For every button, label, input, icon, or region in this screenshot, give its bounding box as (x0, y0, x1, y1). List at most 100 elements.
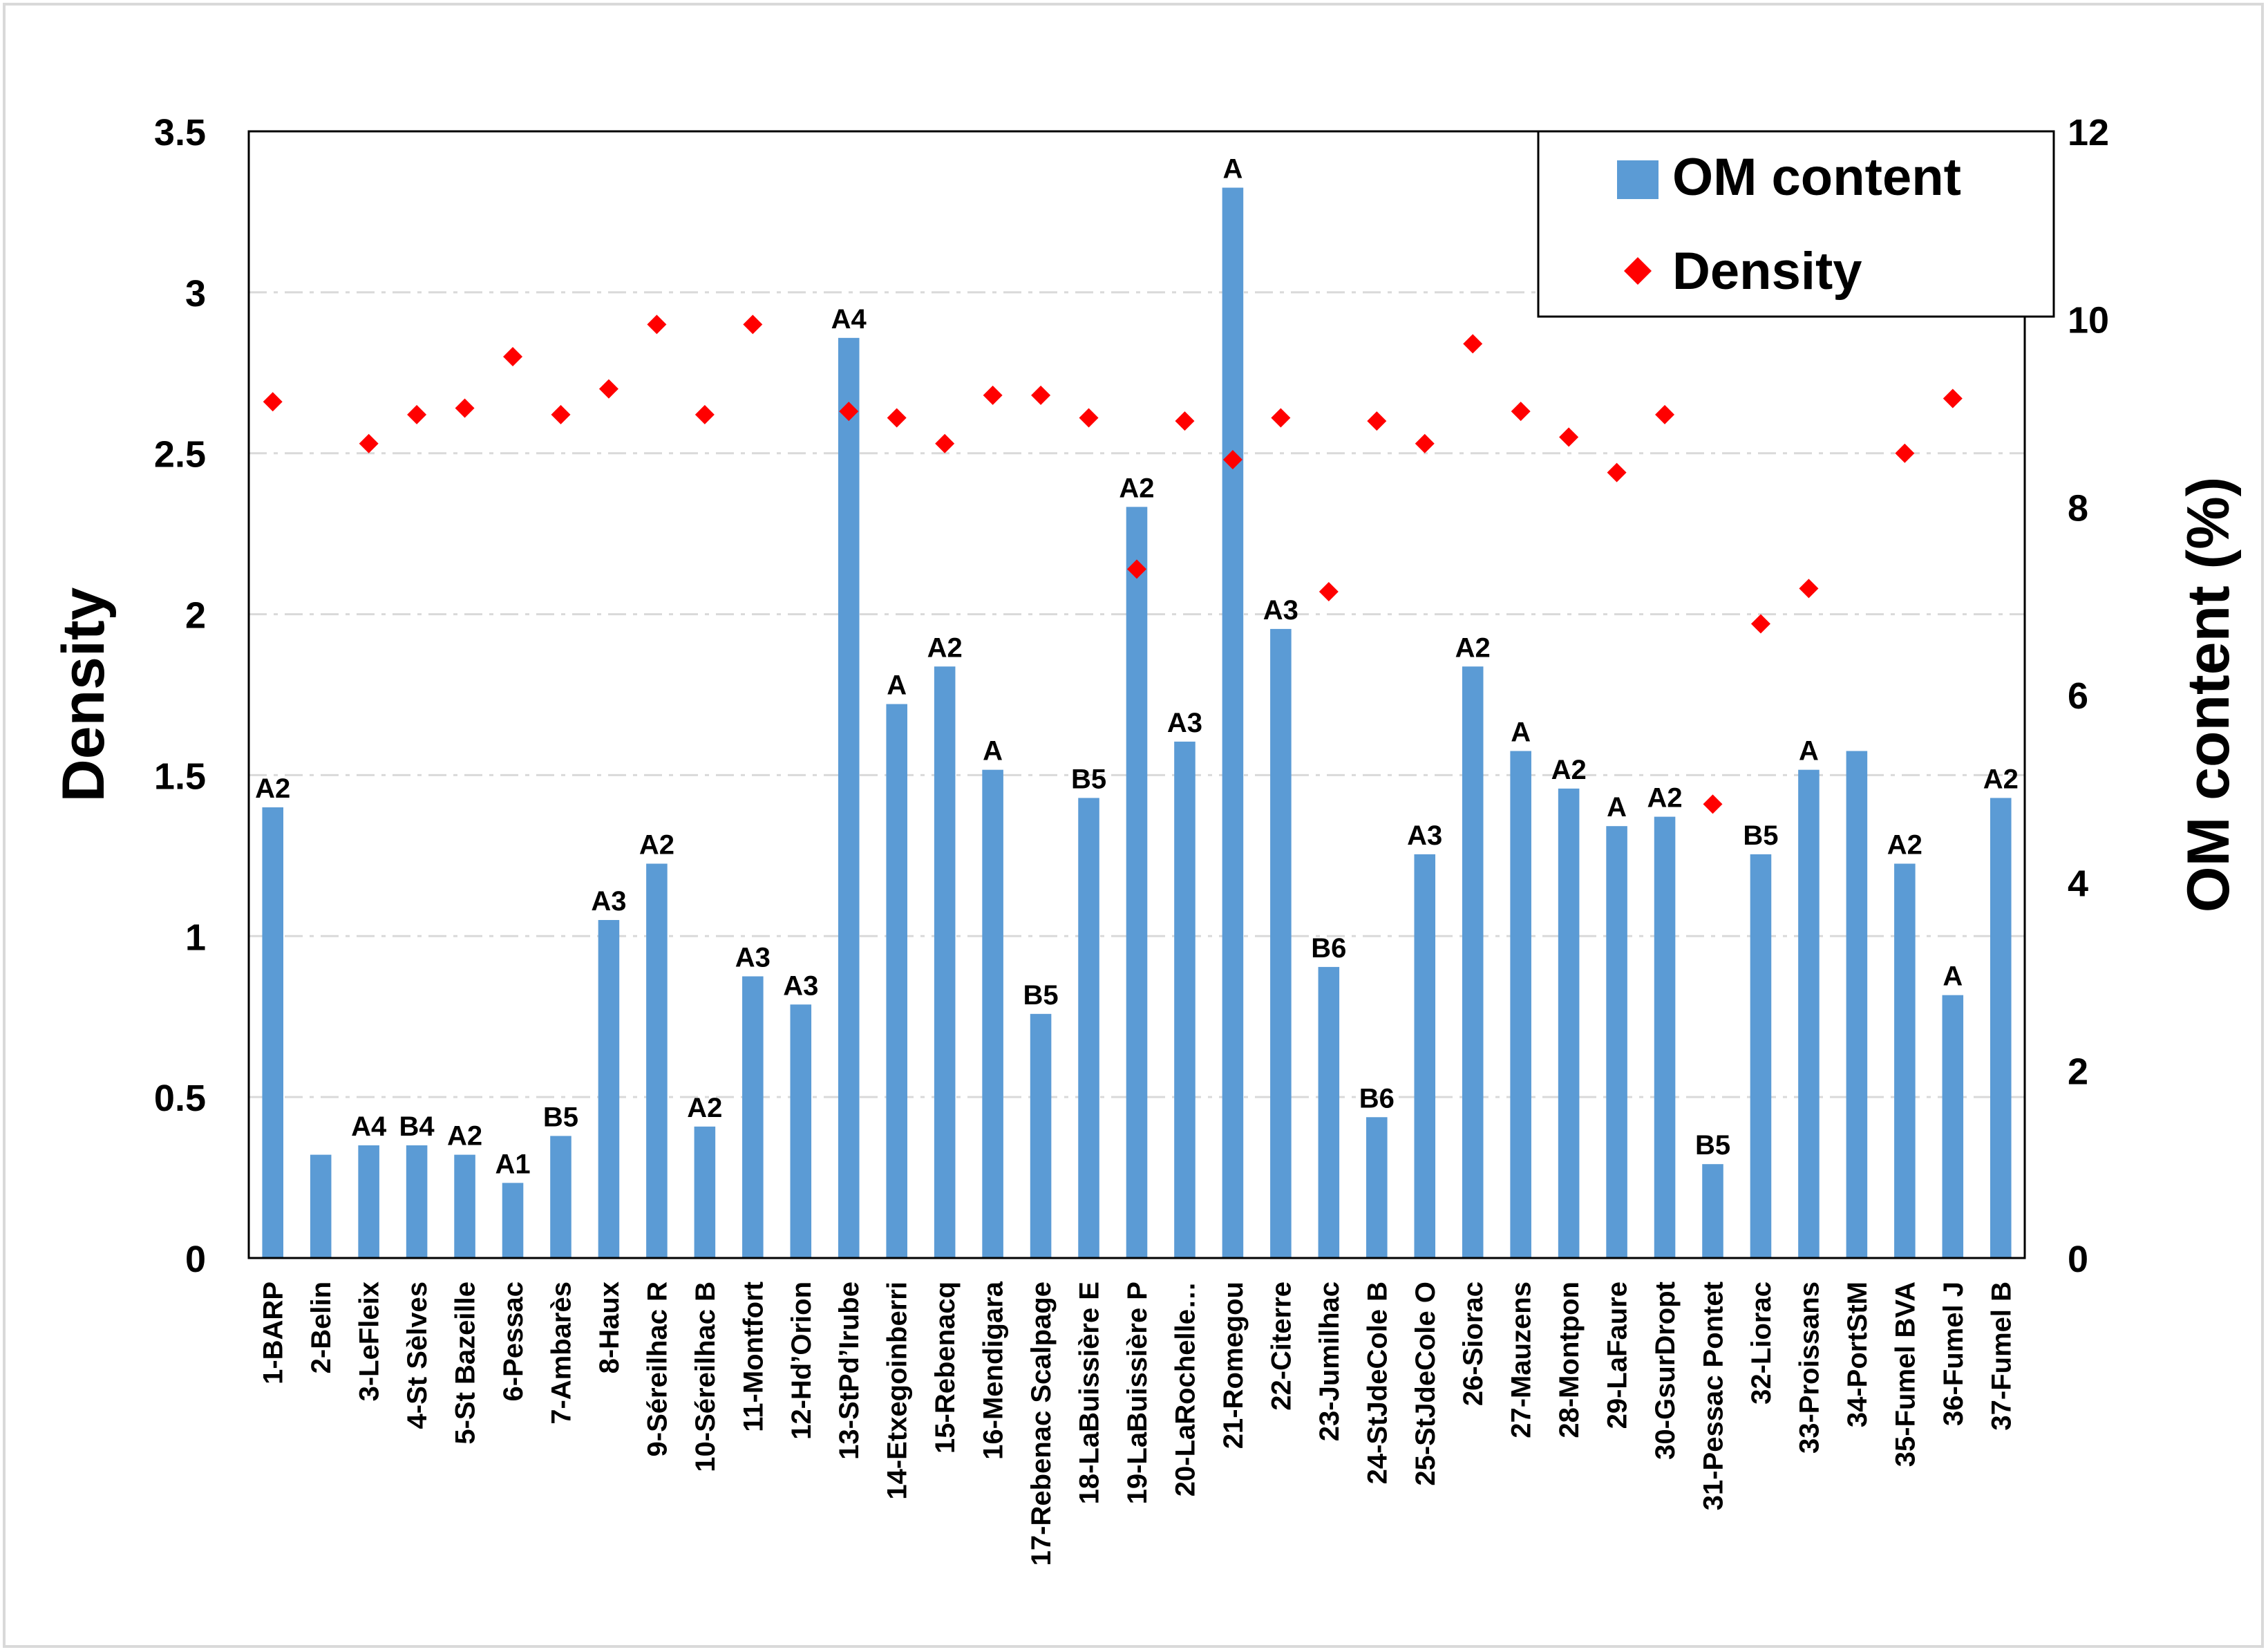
om-bar (310, 1154, 332, 1258)
category-label: 17-Rebenac Scalpage (1026, 1282, 1057, 1566)
legend-om-label: OM content (1672, 148, 1961, 207)
left-axis-ticks: 0 0.5 1 1.5 2 2.5 3 3.5 (154, 112, 206, 1280)
legend: OM content Density (1537, 130, 2055, 318)
om-bar (742, 976, 764, 1258)
bar-data-label: A1 (495, 1149, 530, 1179)
bar-data-label: A2 (255, 773, 290, 804)
bar-data-label: A (1799, 736, 1819, 767)
category-label: 5-St Bazeille (451, 1282, 481, 1445)
bar-data-label: A3 (1407, 820, 1442, 851)
bar-data-label: A2 (1647, 783, 1682, 814)
category-label: 18-LaBuissière E (1075, 1282, 1105, 1504)
category-label: 32-Liorac (1746, 1282, 1777, 1405)
om-bar (1606, 826, 1627, 1258)
density-point (839, 402, 859, 422)
category-label: 25-StJdeCole O (1410, 1282, 1441, 1486)
density-point (694, 404, 715, 424)
bar-data-label: A2 (1887, 830, 1922, 861)
bar-data-label: A (1222, 154, 1242, 185)
om-bar (1798, 769, 1820, 1258)
density-point (551, 404, 571, 424)
category-label: 6-Pessac (498, 1282, 529, 1401)
density-point (743, 315, 763, 335)
density-point (503, 347, 523, 366)
density-point (887, 408, 907, 428)
om-bar (982, 769, 1003, 1258)
left-tick-label: 3.5 (154, 112, 206, 153)
density-point (1079, 408, 1099, 428)
right-tick-label: 0 (2068, 1239, 2088, 1280)
bar-data-label: B5 (1023, 980, 1059, 1011)
category-label: 16-Mendigara (979, 1281, 1009, 1460)
density-point (1127, 559, 1146, 579)
density-points (263, 315, 1963, 814)
density-point (1511, 402, 1531, 422)
bar-data-label: A3 (1263, 595, 1298, 626)
category-label: 9-Séreilhac R (642, 1282, 672, 1457)
density-point (1222, 450, 1242, 470)
category-label: 23-Jumilhac (1314, 1282, 1345, 1441)
bar-data-label: B5 (1695, 1130, 1730, 1161)
category-label: 12-Hd’Orion (786, 1282, 817, 1440)
bar-data-label: A3 (783, 970, 818, 1001)
om-bar (1558, 788, 1580, 1258)
category-label: 30-GsurDropt (1650, 1282, 1681, 1460)
om-bar (262, 807, 284, 1258)
bar-data-label: A2 (1551, 755, 1587, 785)
om-bar (1126, 507, 1148, 1259)
right-tick-label: 4 (2068, 863, 2088, 905)
om-bar (598, 920, 620, 1258)
bar-data-label: A2 (1983, 764, 2019, 794)
category-label: 35-Fumel BVA (1890, 1282, 1920, 1467)
category-label: 37-Fumel B (1986, 1282, 2016, 1431)
om-content-bars (262, 187, 2012, 1259)
category-label: 4-St Sèlves (402, 1282, 433, 1429)
density-point (1943, 388, 1963, 409)
bar-data-label: A (887, 670, 907, 701)
om-bar (1894, 863, 1916, 1258)
om-bar (1462, 666, 1484, 1258)
density-point (1655, 404, 1675, 424)
bar-data-label: A3 (591, 886, 626, 917)
om-bar (694, 1126, 716, 1258)
category-label: 19-LaBuissière P (1122, 1282, 1153, 1504)
om-bar (1366, 1117, 1388, 1258)
bar-data-label: A4 (351, 1111, 387, 1142)
bar-data-label: B4 (399, 1111, 435, 1142)
om-bar (454, 1154, 475, 1258)
density-point (935, 433, 955, 453)
bar-data-label: A (1511, 717, 1531, 748)
left-tick-label: 2 (185, 595, 206, 637)
left-axis-title: Density (50, 588, 117, 802)
density-point (1799, 579, 1819, 599)
legend-om-swatch (1617, 160, 1659, 199)
bar-data-label: A2 (687, 1093, 722, 1123)
om-bar (406, 1145, 428, 1258)
left-tick-label: 2.5 (154, 434, 206, 476)
bar-labels: A2 A4 B4 A2 A1 B5 A3 A2 A2 A3 A3 A4 A A2 A B5 B5 A2 A3 A A3 B… (255, 154, 2019, 1180)
bar-data-label: B5 (1743, 820, 1778, 851)
category-label: 29-LaFaure (1603, 1282, 1633, 1429)
right-tick-label: 2 (2068, 1051, 2088, 1092)
om-bar (934, 666, 956, 1258)
category-label: 11-Montfort (738, 1282, 768, 1432)
right-tick-label: 8 (2068, 487, 2088, 529)
category-label: 34-PortStM (1842, 1282, 1873, 1427)
category-label: 3-LeFleix (355, 1282, 385, 1401)
bar-data-label: A2 (1119, 473, 1154, 503)
density-point (407, 404, 427, 424)
category-label: 21-Romegou (1218, 1282, 1249, 1449)
om-bar (1702, 1164, 1723, 1258)
bar-data-label: B5 (1071, 764, 1106, 794)
density-point (1607, 462, 1627, 482)
density-point (1367, 411, 1387, 431)
om-bar (886, 704, 907, 1258)
left-tick-label: 1.5 (154, 755, 206, 797)
category-label: 24-StJdeCole B (1362, 1282, 1392, 1484)
om-bar (1654, 816, 1676, 1258)
om-bar (502, 1183, 524, 1258)
right-tick-label: 6 (2068, 675, 2088, 717)
density-point (1031, 385, 1051, 405)
category-label: 20-LaRochelle… (1170, 1282, 1200, 1496)
density-point (1319, 581, 1339, 601)
